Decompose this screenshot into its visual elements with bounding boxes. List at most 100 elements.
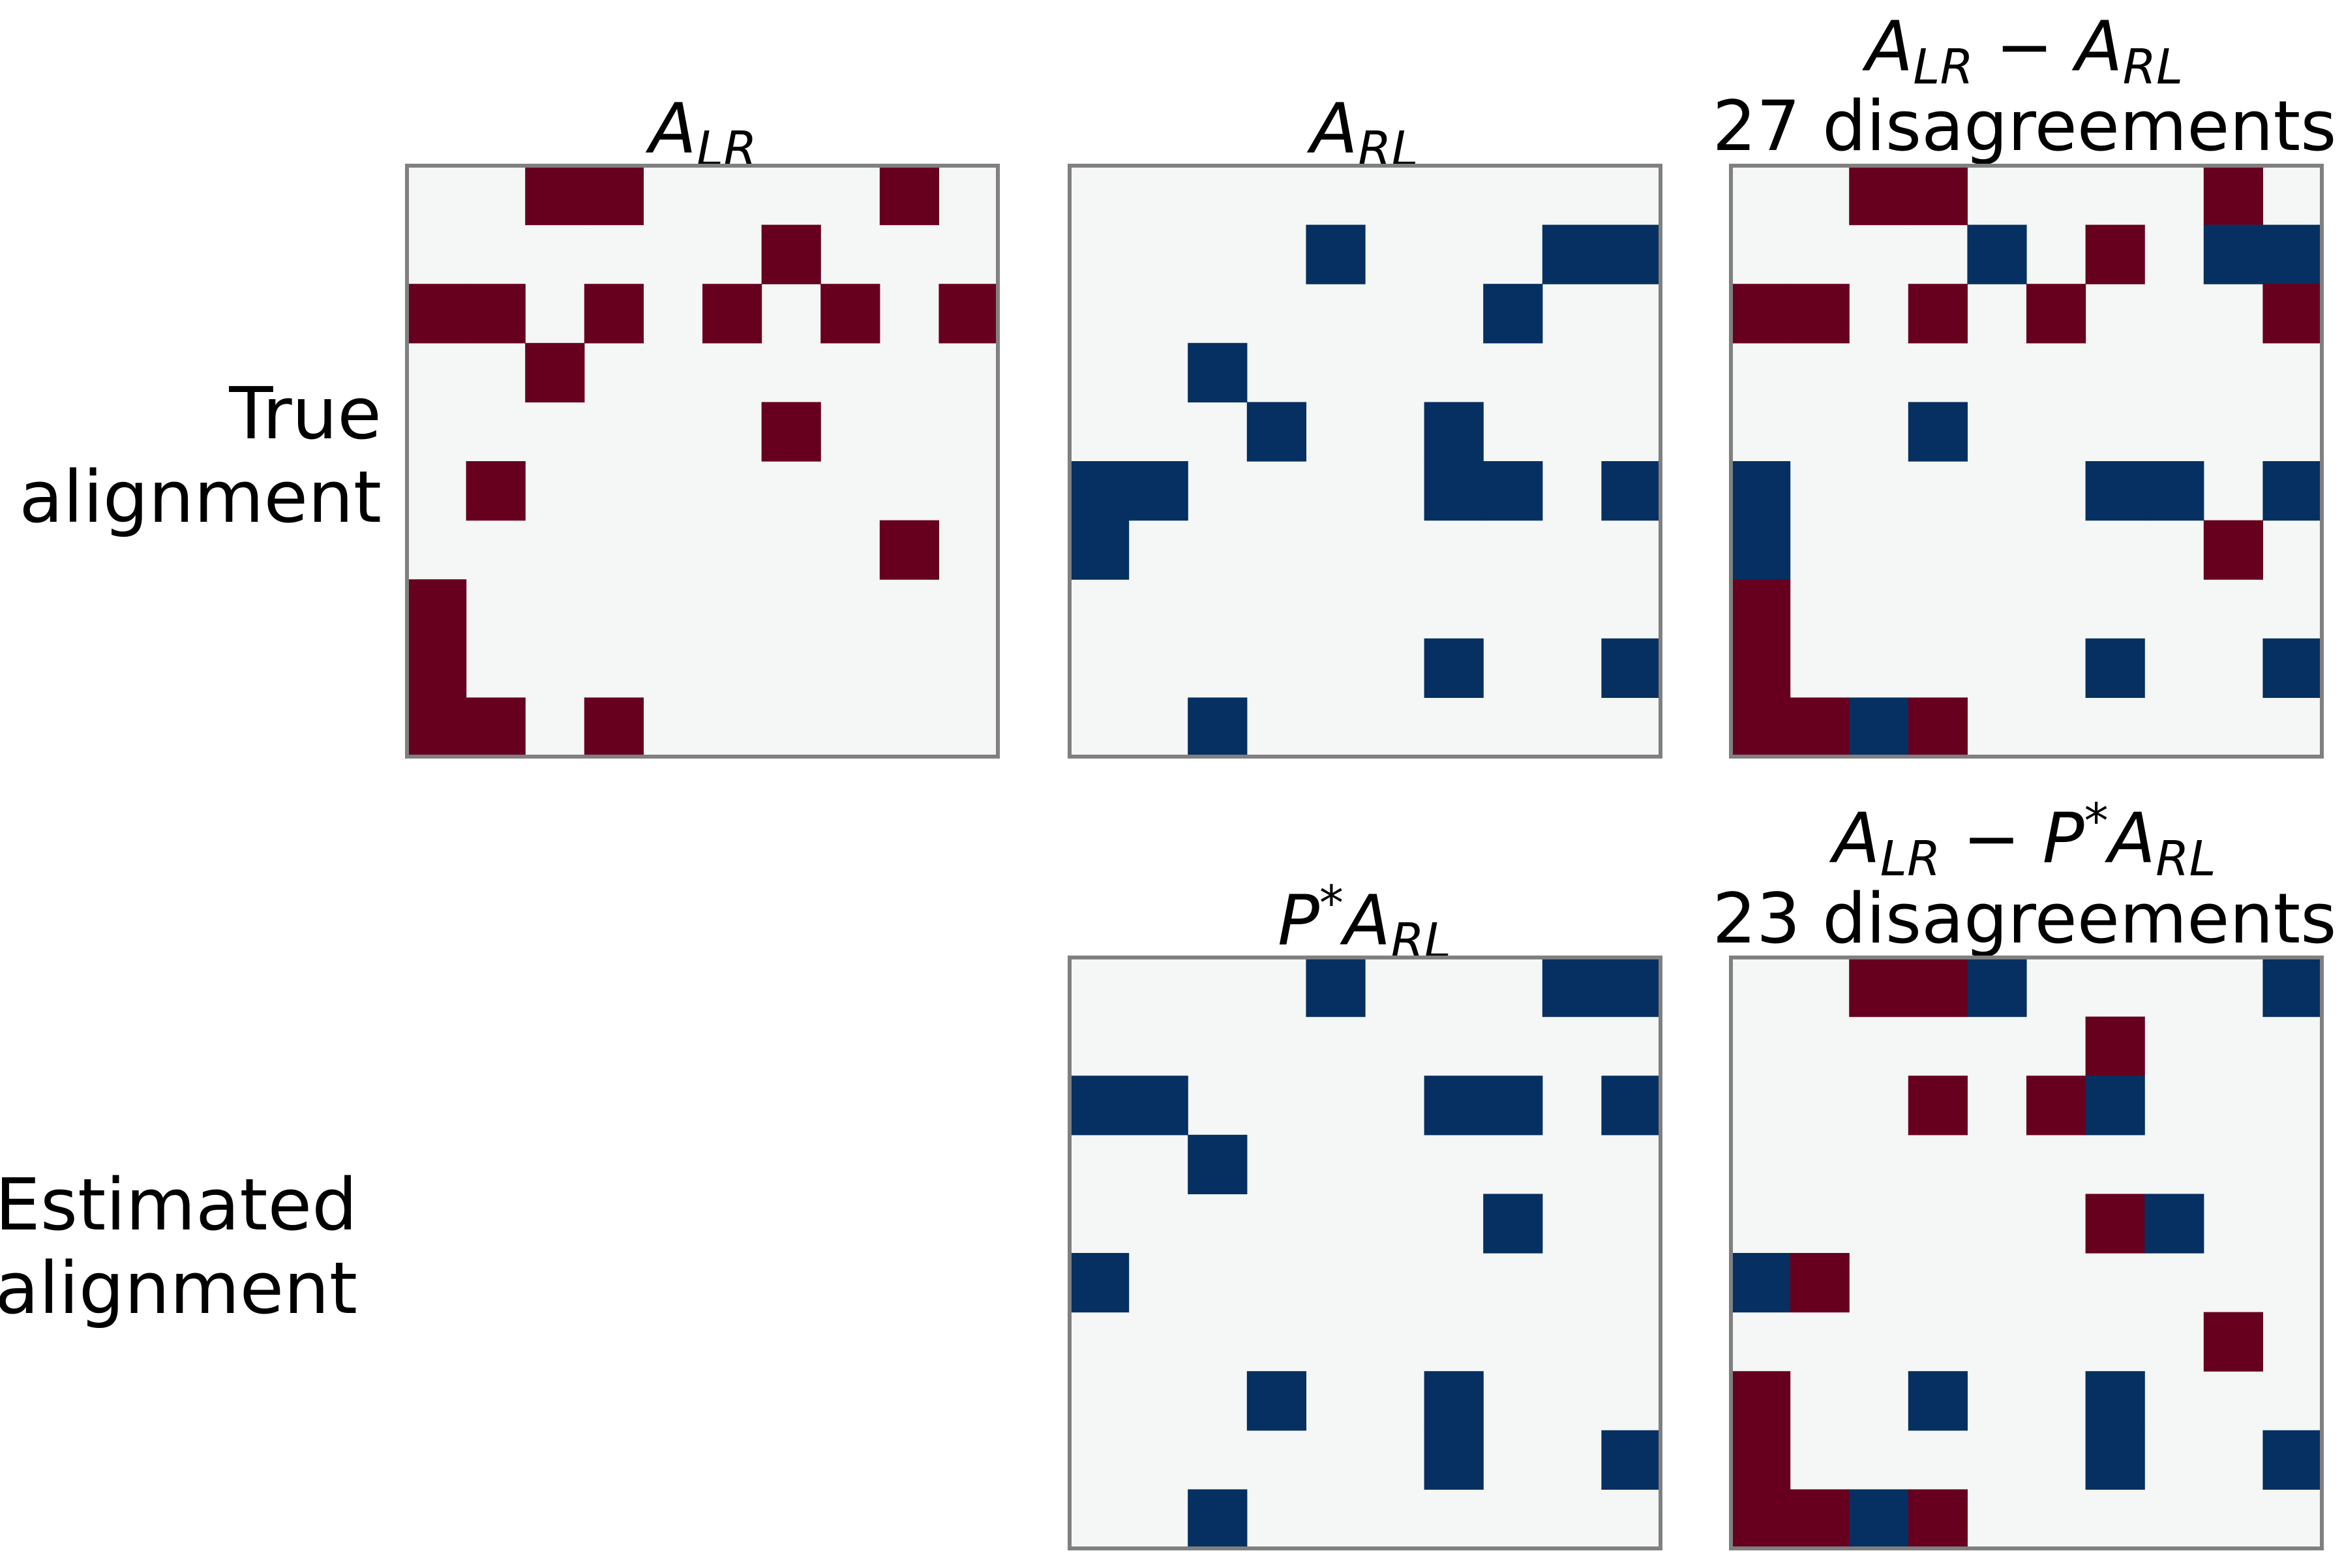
heatmap-cell-r8-c0: [407, 638, 467, 698]
heatmap-cell-r5-c9: [2262, 461, 2322, 521]
title-minus: −: [1974, 7, 2075, 87]
heatmap-cell-r6-c8: [879, 520, 939, 580]
heatmap-cell-r9-c2: [1188, 1489, 1248, 1549]
heatmap-cell-r9-c2: [1849, 1489, 1909, 1549]
heatmap-background: [1070, 957, 1660, 1548]
heatmap-cell-r0-c2: [1849, 166, 1909, 226]
heatmap-frame: [1068, 164, 1662, 759]
heatmap-cell-r3-c2: [1188, 1134, 1248, 1194]
heatmap-cell-r0-c2: [525, 166, 585, 226]
heatmap-cell-r8-c6: [2085, 1430, 2145, 1490]
heatmap-cell-r5-c7: [1483, 461, 1543, 521]
panel-title-est-diff-line1: ALR − P*ARL: [1829, 793, 2216, 887]
heatmap-cell-r8-c6: [2085, 638, 2145, 698]
heatmap-cell-r8-c6: [1424, 1430, 1484, 1490]
heatmap-cell-r7-c3: [1246, 1371, 1306, 1431]
heatmap-cell-r2-c6: [1424, 1076, 1484, 1136]
heatmap-cell-r1-c9: [1601, 224, 1661, 284]
heatmap-frame: [1729, 164, 2324, 759]
heatmap-cell-r2-c7: [1483, 284, 1543, 344]
heatmap-cell-r2-c3: [1908, 284, 1968, 344]
title-base: A: [1306, 89, 1358, 169]
heatmap-cell-r8-c9: [1601, 1430, 1661, 1490]
heatmap-cell-r4-c6: [2085, 1194, 2145, 1254]
title-b: A: [2105, 798, 2156, 879]
heatmap-cell-r2-c7: [820, 284, 880, 344]
heatmap-cell-r7-c0: [1731, 1371, 1791, 1431]
panel-title-p-a-rl: P*ARL: [1278, 875, 1451, 969]
title-a: A: [1829, 798, 1880, 879]
heatmap-cell-r9-c0: [1731, 697, 1791, 757]
heatmap-cell-r0-c9: [2262, 957, 2322, 1018]
row-label-true-line2: alignment: [19, 455, 382, 539]
heatmap-cell-r0-c4: [1967, 957, 2027, 1018]
heatmap-cell-r2-c1: [1128, 1076, 1188, 1136]
heatmap-true-difference: [1729, 164, 2324, 759]
heatmap-cell-r6-c8: [2203, 520, 2263, 580]
heatmap-cell-r8-c9: [2262, 638, 2322, 698]
heatmap-cell-r6-c0: [1731, 520, 1791, 580]
heatmap-cell-r2-c9: [1601, 1076, 1661, 1136]
heatmap-frame: [1068, 956, 1662, 1550]
heatmap-a-lr: [405, 164, 1000, 759]
heatmap-cell-r5-c6: [1424, 461, 1484, 521]
heatmap-cell-r0-c4: [1306, 957, 1366, 1018]
heatmap-cell-r0-c3: [1908, 957, 1968, 1018]
heatmap-cell-r5-c0: [1070, 461, 1130, 521]
heatmap-cell-r1-c6: [2085, 1016, 2145, 1076]
heatmap-cell-r0-c8: [879, 166, 939, 226]
heatmap-cell-r2-c0: [1070, 1076, 1130, 1136]
panel-title-diff-line2: 27 disagreements: [1713, 86, 2337, 166]
heatmap-cell-r9-c2: [1849, 697, 1909, 757]
title-p: P: [2043, 798, 2084, 879]
heatmap-cell-r2-c0: [407, 284, 467, 344]
heatmap-cell-r9-c1: [1790, 697, 1850, 757]
heatmap-cell-r0-c8: [1542, 957, 1602, 1018]
heatmap-cell-r0-c3: [584, 166, 644, 226]
heatmap-cell-r5-c1: [1128, 461, 1188, 521]
heatmap-frame: [405, 164, 1000, 759]
title-a-subscript: LR: [1913, 39, 1974, 95]
heatmap-cell-r2-c9: [2262, 284, 2322, 344]
heatmap-a-rl: [1068, 164, 1662, 759]
heatmap-cell-r8-c9: [1601, 638, 1661, 698]
heatmap-cell-r4-c7: [2144, 1194, 2204, 1254]
heatmap-cell-r0-c8: [2203, 166, 2263, 226]
heatmap-cell-r1-c4: [1967, 224, 2027, 284]
heatmap-cell-r0-c9: [1601, 957, 1661, 1018]
heatmap-cell-r4-c3: [1908, 402, 1968, 462]
heatmap-cell-r8-c6: [1424, 638, 1484, 698]
title-superscript: *: [2084, 793, 2109, 849]
heatmap-cell-r1-c6: [761, 224, 821, 284]
heatmap-cell-r9-c0: [1731, 1489, 1791, 1549]
heatmap-cell-r8-c0: [1731, 1430, 1791, 1490]
title-b: A: [2071, 7, 2123, 87]
heatmap-cell-r5-c6: [2085, 461, 2145, 521]
heatmap-cell-r5-c0: [1731, 461, 1791, 521]
heatmap-cell-r4-c6: [1424, 402, 1484, 462]
heatmap-p-a-rl: [1068, 956, 1662, 1550]
panel-title-a-lr: ALR: [645, 89, 757, 177]
heatmap-cell-r8-c9: [2262, 1430, 2322, 1490]
heatmap-cell-r2-c5: [2026, 1076, 2086, 1136]
heatmap-frame: [1729, 956, 2324, 1550]
panel-title-est-diff-line2: 23 disagreements: [1713, 879, 2337, 959]
heatmap-estimated-difference: [1729, 956, 2324, 1550]
heatmap-cell-r4-c6: [761, 402, 821, 462]
heatmap-cell-r7-c0: [407, 579, 467, 639]
row-label-estimated-line1: Estimated: [0, 1163, 357, 1246]
heatmap-cell-r2-c3: [1908, 1076, 1968, 1136]
heatmap-cell-r3-c2: [525, 342, 585, 402]
heatmap-cell-r1-c6: [2085, 224, 2145, 284]
heatmap-cell-r7-c6: [2085, 1371, 2145, 1431]
heatmap-cell-r4-c7: [1483, 1194, 1543, 1254]
title-a: A: [1340, 881, 1391, 961]
heatmap-cell-r2-c5: [702, 284, 762, 344]
title-a: A: [1862, 7, 1914, 87]
heatmap-cell-r4-c3: [1246, 402, 1306, 462]
title-base: A: [645, 89, 697, 169]
row-label-estimated-line2: alignment: [0, 1246, 357, 1330]
heatmap-cell-r9-c2: [1188, 697, 1248, 757]
heatmap-cell-r5-c1: [466, 461, 526, 521]
